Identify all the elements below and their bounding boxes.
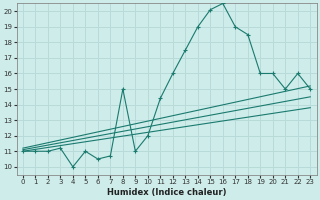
X-axis label: Humidex (Indice chaleur): Humidex (Indice chaleur) <box>107 188 226 197</box>
